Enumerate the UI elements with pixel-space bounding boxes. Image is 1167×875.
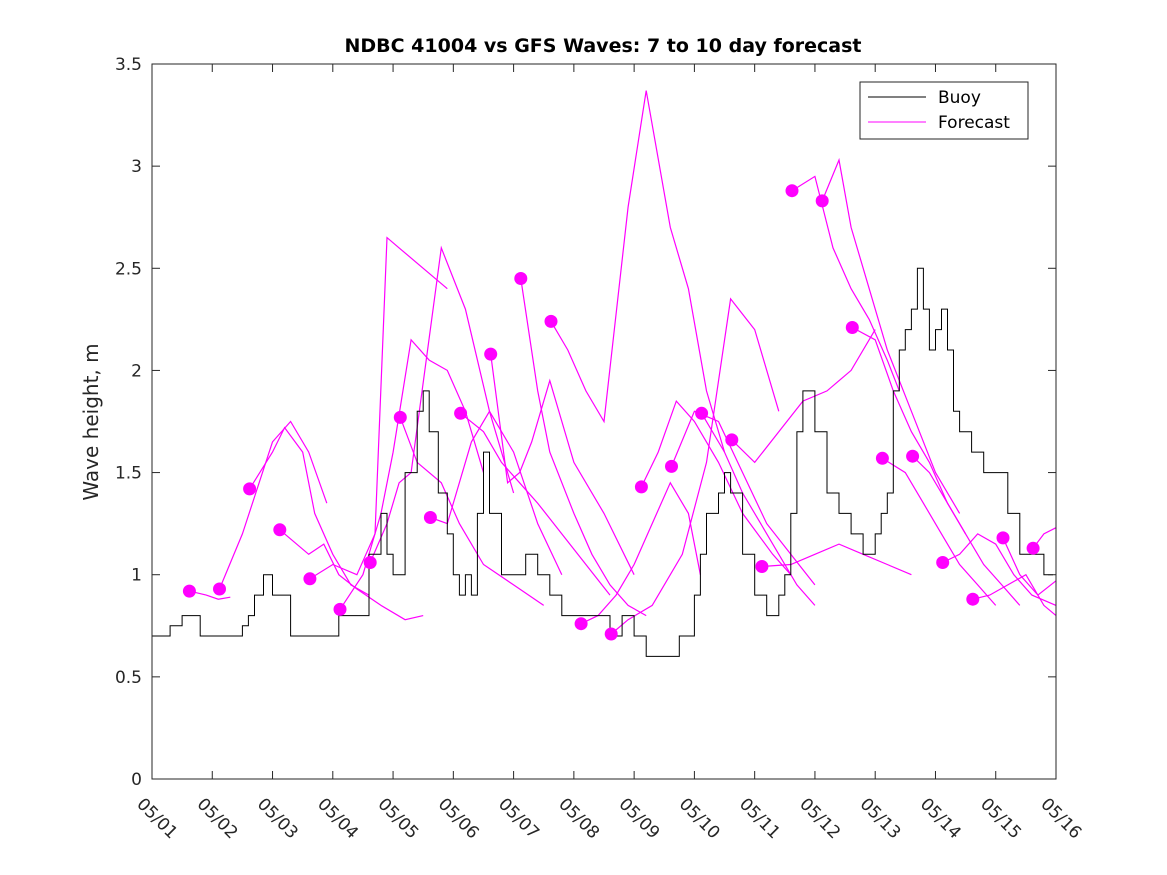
forecast-point — [695, 406, 709, 420]
y-tick-label: 2.5 — [115, 259, 142, 279]
forecast-line-17 — [701, 412, 816, 606]
y-tick-label: 1 — [131, 566, 142, 586]
forecast-line-15 — [640, 399, 792, 576]
forecast-point — [363, 556, 377, 569]
forecast-line-27 — [1002, 537, 1057, 596]
legend-label-forecast: Forecast — [938, 113, 1010, 133]
forecast-point — [815, 194, 829, 208]
forecast-point — [303, 572, 317, 586]
forecast-point — [634, 480, 648, 494]
forecast-line-6 — [369, 245, 515, 563]
axes-box — [151, 63, 1057, 780]
forecast-point — [966, 592, 980, 606]
forecast-line-12 — [550, 90, 726, 453]
plot-series — [152, 90, 1057, 657]
forecast-line-0 — [189, 590, 231, 600]
forecast-point — [755, 560, 769, 573]
y-tick-label: 2 — [131, 361, 142, 381]
legend-label-buoy: Buoy — [938, 88, 981, 108]
chart-title: NDBC 41004 vs GFS Waves: 7 to 10 day for… — [344, 35, 861, 57]
forecast-point — [845, 321, 859, 334]
forecast-point — [182, 584, 196, 598]
forecast-line-26 — [972, 573, 1057, 617]
forecast-point — [1026, 541, 1040, 555]
forecast-line-10 — [490, 354, 635, 575]
forecast-point — [514, 272, 528, 285]
forecast-point — [725, 433, 739, 447]
forecast-point — [423, 511, 437, 524]
forecast-line-2 — [249, 426, 370, 596]
forecast-line-25 — [942, 533, 1057, 606]
y-tick-label: 0 — [131, 770, 142, 790]
forecast-point — [936, 556, 950, 569]
forecast-point — [273, 523, 287, 537]
forecast-line-13 — [580, 481, 701, 625]
forecast-point — [484, 347, 498, 361]
forecast-line-1 — [218, 420, 328, 590]
forecast-line-9 — [460, 412, 611, 596]
forecast-point — [454, 406, 468, 420]
y-tick-label: 3.5 — [115, 55, 142, 75]
forecast-point — [665, 459, 678, 473]
forecast-point — [604, 627, 618, 641]
forecast-point — [574, 617, 588, 631]
forecast-point — [785, 184, 799, 198]
legend: Buoy Forecast — [859, 81, 1029, 140]
forecast-line-4 — [309, 236, 448, 580]
forecast-line-21 — [821, 157, 961, 514]
forecast-point — [213, 582, 226, 596]
forecast-point — [996, 531, 1010, 545]
forecast-line-14 — [610, 297, 780, 635]
y-axis-label: Wave height, m — [79, 343, 103, 500]
forecast-line-24 — [912, 455, 1021, 606]
forecast-line-3 — [279, 529, 424, 621]
y-tick-label: 3 — [131, 157, 142, 177]
forecast-point — [544, 314, 558, 328]
forecast-point — [393, 410, 407, 424]
forecast-line-11 — [520, 278, 647, 617]
legend-box — [859, 81, 1029, 140]
forecast-point — [906, 449, 920, 463]
y-tick-label: 0.5 — [115, 668, 142, 688]
forecast-point — [243, 482, 257, 496]
forecast-line-20 — [791, 175, 900, 392]
forecast-point — [333, 602, 347, 616]
forecast-point — [875, 451, 889, 465]
buoy-line — [152, 267, 1053, 657]
forecast-line-23 — [882, 457, 997, 606]
y-tick-label: 1.5 — [115, 464, 142, 484]
